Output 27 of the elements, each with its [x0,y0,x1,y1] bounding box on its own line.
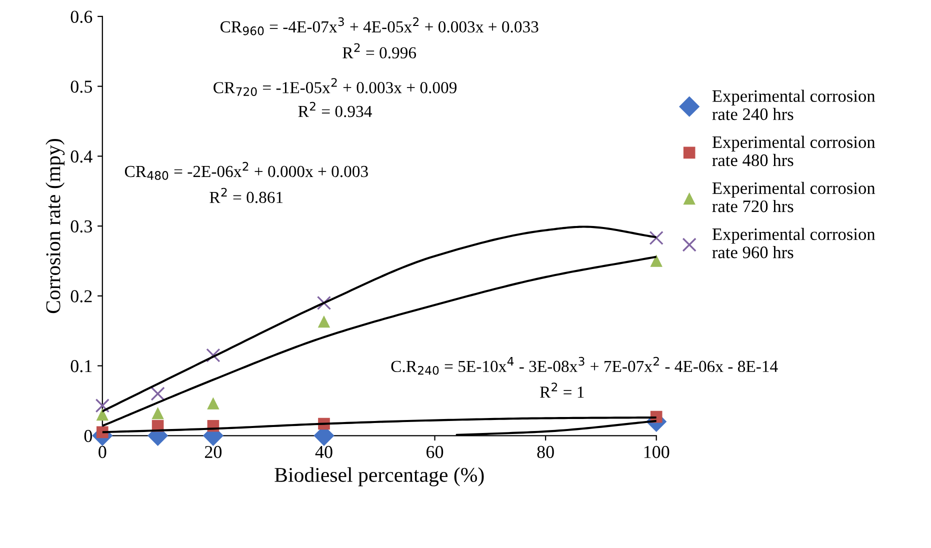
annotation: CR$_{480}$ = -2E-06x$^{2}$ + 0.000x + 0.003 [124,162,368,180]
y-tick-label: 0.2 [70,290,92,302]
y-tick-label: 0.4 [70,150,92,163]
y-tick-label: 0 [84,430,92,442]
legend-label: Experimental corrosion rate 960 hrs [712,228,876,258]
x-tick-label: 80 [537,446,554,458]
legend-label: Experimental corrosion rate 240 hrs [712,90,876,120]
y-tick-label: 0.3 [70,220,92,233]
y-tick-label: 0.5 [70,80,92,93]
annotation: CR$_{720}$ = -1E-05x$^{2}$ + 0.003x + 0.009 [214,78,457,96]
y-tick-label: 0.1 [70,360,92,372]
x-tick-label: 20 [204,446,222,458]
legend-label: Experimental corrosion rate 720 hrs [712,182,876,212]
x-tick-label: 100 [644,446,670,458]
x-tick-label: 0 [98,446,106,458]
annotation: R$^{2}$ = 1 [540,382,584,398]
text: C.R$_{240}$ = 5E-10x$^{4}$ - 3E-08x$^{3}$ + 7E-07x$^{2}$ - 4E-06x - 8E-14 [391,356,778,375]
annotation: R$^{2}$ = 0.861 [210,188,283,204]
x-tick-label: 60 [426,446,444,458]
annotation: R$^{2}$ = 0.934 [298,102,372,118]
annotation: CR$_{960}$ = -4E-07x$^{3}$ + 4E-05x$^{2}$ + 0.003x + 0.033 [220,17,538,36]
legend-label: Experimental corrosion rate 480 hrs [712,136,876,166]
annotation: R$^{2}$ = 0.996 [342,43,416,58]
y-axis-title: Corrosion rate (mpy) [46,139,65,314]
x-axis-title: Biodiesel percentage (%) [274,467,484,486]
x-tick-label: 40 [315,446,332,458]
y-tick-label: 0.6 [70,10,92,23]
